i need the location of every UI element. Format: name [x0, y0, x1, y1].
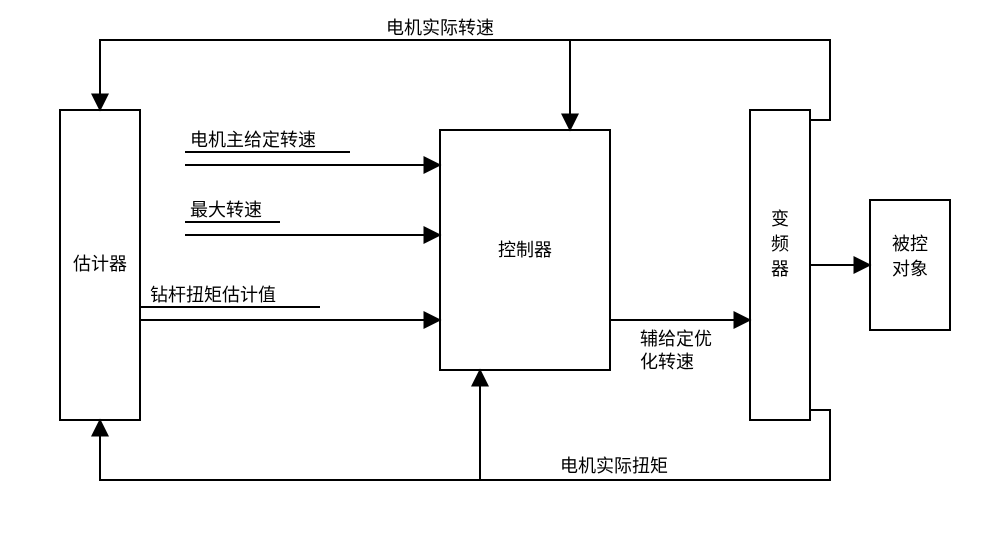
estimator-block: 估计器: [60, 110, 140, 420]
vfd-block: 变 频 器: [750, 110, 810, 420]
arrow-bottom-feedback: 电机实际扭矩: [100, 370, 830, 480]
plant-label-2: 对象: [892, 259, 928, 279]
label-aux-1: 辅给定优: [640, 329, 712, 349]
label-top-feedback: 电机实际转速: [386, 18, 494, 38]
label-bottom-feedback: 电机实际扭矩: [560, 456, 668, 476]
controller-label: 控制器: [498, 240, 552, 260]
arrow-main-speed: 电机主给定转速: [185, 130, 440, 165]
estimator-label: 估计器: [73, 254, 127, 274]
label-max-speed: 最大转速: [190, 200, 262, 220]
label-aux-2: 化转速: [640, 352, 694, 372]
arrow-top-feedback: 电机实际转速: [100, 18, 830, 120]
arrow-aux-opt-speed: 辅给定优 化转速: [610, 320, 750, 372]
vfd-label-1: 变: [771, 209, 789, 229]
plant-block: 被控 对象: [870, 200, 950, 330]
arrow-torque-est: 钻杆扭矩估计值: [140, 285, 440, 320]
vfd-label-2: 频: [771, 234, 789, 254]
label-main-speed: 电机主给定转速: [190, 130, 316, 150]
arrow-max-speed: 最大转速: [185, 200, 440, 235]
plant-label-1: 被控: [892, 234, 928, 254]
controller-block: 控制器: [440, 130, 610, 370]
label-torque-est: 钻杆扭矩估计值: [150, 285, 276, 305]
vfd-label-3: 器: [771, 259, 789, 279]
